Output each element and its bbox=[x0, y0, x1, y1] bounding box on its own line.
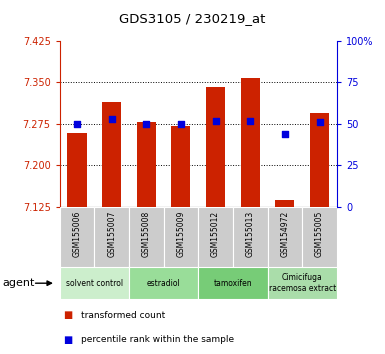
Text: GSM155007: GSM155007 bbox=[107, 211, 116, 257]
Bar bbox=[268, 207, 302, 267]
Bar bbox=[102, 102, 121, 207]
Text: tamoxifen: tamoxifen bbox=[214, 279, 252, 288]
Text: Cimicifuga
racemosa extract: Cimicifuga racemosa extract bbox=[269, 274, 336, 293]
Text: GSM155012: GSM155012 bbox=[211, 211, 220, 257]
Text: GDS3105 / 230219_at: GDS3105 / 230219_at bbox=[119, 12, 266, 25]
Point bbox=[109, 116, 115, 122]
Bar bbox=[171, 126, 191, 207]
Bar bbox=[198, 267, 268, 299]
Bar bbox=[268, 267, 337, 299]
Text: agent: agent bbox=[2, 278, 34, 288]
Bar bbox=[302, 207, 337, 267]
Bar bbox=[241, 78, 260, 207]
Point bbox=[282, 131, 288, 137]
Text: solvent control: solvent control bbox=[66, 279, 123, 288]
Bar bbox=[198, 207, 233, 267]
Bar bbox=[137, 122, 156, 207]
Text: GSM155008: GSM155008 bbox=[142, 211, 151, 257]
Text: GSM155006: GSM155006 bbox=[72, 211, 82, 257]
Text: transformed count: transformed count bbox=[81, 310, 165, 320]
Text: GSM154972: GSM154972 bbox=[280, 211, 290, 257]
Bar bbox=[233, 207, 268, 267]
Bar bbox=[60, 267, 129, 299]
Bar bbox=[310, 113, 329, 207]
Point bbox=[316, 119, 323, 125]
Point bbox=[74, 121, 80, 127]
Text: ■: ■ bbox=[64, 310, 73, 320]
Text: estradiol: estradiol bbox=[147, 279, 181, 288]
Bar bbox=[275, 200, 295, 207]
Bar bbox=[94, 207, 129, 267]
Text: GSM155009: GSM155009 bbox=[176, 211, 186, 257]
Bar bbox=[129, 207, 164, 267]
Text: GSM155013: GSM155013 bbox=[246, 211, 255, 257]
Point bbox=[143, 121, 149, 127]
Point bbox=[247, 118, 253, 124]
Bar bbox=[164, 207, 198, 267]
Bar bbox=[206, 87, 225, 207]
Bar bbox=[67, 133, 87, 207]
Text: GSM155005: GSM155005 bbox=[315, 211, 324, 257]
Bar bbox=[129, 267, 198, 299]
Point bbox=[213, 118, 219, 124]
Text: percentile rank within the sample: percentile rank within the sample bbox=[81, 335, 234, 344]
Bar bbox=[60, 207, 94, 267]
Point bbox=[178, 121, 184, 127]
Text: ■: ■ bbox=[64, 335, 73, 345]
